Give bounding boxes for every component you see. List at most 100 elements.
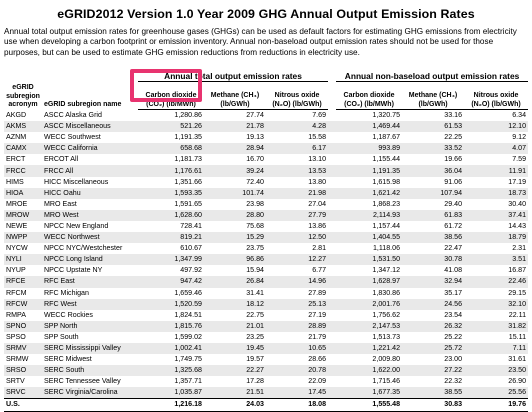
cell-n2o-total: 6.17 bbox=[266, 143, 329, 155]
cell-ch4-total: 39.24 bbox=[204, 165, 266, 177]
cell-n2o-nonbaseload: 6.34 bbox=[512, 111, 527, 120]
cell-co2-nonbaseload: 1,191.35 bbox=[336, 165, 403, 177]
cell-subregion-name: RFC East bbox=[42, 276, 138, 288]
cell-ch4-total: 18.12 bbox=[204, 298, 266, 310]
table-row: SRSO SERC South 1,325.68 22.27 20.78 1,622.00… bbox=[4, 365, 529, 377]
cell-ch4-total: 75.68 bbox=[246, 221, 264, 230]
cell-co2-nonbaseload: 2,009.80 bbox=[372, 355, 401, 364]
table-row: CAMX WECC California 658.68 28.94 6.17 993.89… bbox=[4, 143, 529, 155]
table-row: RMPA WECC Rockies 1,824.51 22.75 27.19 1,756.… bbox=[4, 310, 528, 321]
cell-subregion-name: NPCC Upstate NY bbox=[44, 266, 103, 275]
table-row: NEWE NPCC New England 728.41 75.68 13.86 1,15… bbox=[4, 221, 528, 232]
table-row: SRVC SERC Virginia/Carolina 1,035.87 21.51 1… bbox=[4, 387, 529, 399]
cell-acronym: SRTV bbox=[6, 377, 25, 386]
cell-n2o-total: 6.77 bbox=[312, 266, 327, 275]
cell-co2-nonbaseload: 1,531.50 bbox=[336, 254, 403, 266]
cell-co2-nonbaseload: 1,830.86 bbox=[372, 288, 401, 297]
cell-ch4-nonbaseload: 26.32 bbox=[402, 320, 465, 332]
cell-co2-nonbaseload: 2,001.76 bbox=[336, 298, 403, 310]
cell-n2o-total: 27.04 bbox=[308, 199, 327, 208]
cell-co2-nonbaseload: 1,868.23 bbox=[372, 199, 401, 208]
cell-n2o-nonbaseload: 22.11 bbox=[508, 310, 527, 319]
cell-n2o-nonbaseload: 16.87 bbox=[508, 266, 527, 275]
cell-co2-nonbaseload: 2,114.93 bbox=[336, 209, 403, 221]
header-co2-total: Carbon dioxide (CO₂) (lb/MWh) bbox=[138, 81, 204, 110]
cell-co2-nonbaseload: 1,404.55 bbox=[336, 232, 403, 244]
table-row: HIMS HICC Miscellaneous 1,351.66 72.40 13.80… bbox=[4, 177, 528, 188]
cell-n2o-nonbaseload: 25.56 bbox=[464, 387, 529, 399]
cell-n2o-total: 21.98 bbox=[266, 187, 329, 199]
cell-n2o-total: 28.89 bbox=[266, 320, 329, 332]
cell-ch4-total: 28.94 bbox=[204, 143, 266, 155]
cell-co2-nonbaseload: 1,622.00 bbox=[336, 365, 403, 377]
cell-n2o-nonbaseload: 31.82 bbox=[464, 320, 529, 332]
cell-ch4-total: 17.28 bbox=[246, 377, 264, 386]
cell-ch4-total: 101.74 bbox=[204, 187, 266, 199]
cell-ch4-total: 28.80 bbox=[204, 209, 266, 221]
cell-n2o-total: 4.28 bbox=[266, 121, 329, 133]
cell-n2o-total: 13.80 bbox=[308, 177, 327, 186]
cell-subregion-name: NPCC New England bbox=[44, 221, 109, 230]
cell-co2-nonbaseload: 1,715.46 bbox=[372, 377, 401, 386]
cell-n2o-total: 18.08 bbox=[266, 398, 329, 412]
cell-ch4-total: 31.41 bbox=[246, 288, 264, 297]
cell-ch4-total: 23.98 bbox=[246, 199, 264, 208]
cell-ch4-total: 16.70 bbox=[246, 155, 264, 164]
cell-n2o-total: 12.27 bbox=[266, 254, 329, 266]
cell-n2o-nonbaseload: 9.12 bbox=[512, 133, 527, 142]
cell-co2-nonbaseload: 1,513.73 bbox=[372, 332, 401, 341]
cell-co2-nonbaseload: 1,555.48 bbox=[336, 398, 403, 412]
cell-ch4-nonbaseload: 33.52 bbox=[402, 143, 465, 155]
cell-co2-total: 1,351.66 bbox=[174, 177, 202, 186]
cell-ch4-total: 23.75 bbox=[246, 244, 264, 253]
cell-co2-total: 1,815.76 bbox=[138, 320, 204, 332]
cell-co2-total: 1,749.75 bbox=[174, 355, 202, 364]
page: eGRID2012 Version 1.0 Year 2009 GHG Annu… bbox=[4, 7, 529, 412]
cell-subregion-name: ASCC Alaska Grid bbox=[44, 110, 102, 119]
cell-ch4-nonbaseload: 41.08 bbox=[444, 266, 463, 275]
cell-acronym: HIMS bbox=[6, 177, 24, 186]
header-co2-nonbaseload: Carbon dioxide (CO₂) (lb/MWh) bbox=[336, 81, 403, 110]
cell-subregion-name: MRO West bbox=[42, 209, 138, 221]
table-row: MROW MRO West 1,628.60 28.80 27.79 2,114.93 61… bbox=[4, 209, 529, 221]
cell-co2-nonbaseload: 1,187.67 bbox=[372, 133, 401, 142]
cell-n2o-total: 27.79 bbox=[266, 209, 329, 221]
table-row: AKMS ASCC Miscellaneous 521.26 21.78 4.28 1,4… bbox=[4, 121, 529, 133]
table-row: RFCE RFC East 947.42 26.84 14.96 1,628.97 32.9… bbox=[4, 276, 529, 288]
cell-subregion-name: SPP South bbox=[44, 332, 79, 341]
table-row: SRTV SERC Tennessee Valley 1,357.71 17.28 22… bbox=[4, 376, 528, 387]
cell-ch4-total: 19.57 bbox=[246, 355, 264, 364]
table-row: HIOA HICC Oahu 1,593.35 101.74 21.98 1,621.42… bbox=[4, 187, 529, 199]
cell-n2o-nonbaseload: 15.11 bbox=[508, 332, 527, 341]
cell-co2-total: 1,520.59 bbox=[138, 298, 204, 310]
cell-n2o-total: 10.65 bbox=[266, 342, 329, 355]
cell-ch4-nonbaseload: 33.16 bbox=[444, 111, 463, 120]
cell-ch4-nonbaseload: 22.47 bbox=[444, 244, 463, 253]
cell-subregion-name: SERC Virginia/Carolina bbox=[42, 387, 138, 399]
cell-acronym: SRMW bbox=[6, 355, 29, 364]
cell-n2o-nonbaseload: 26.90 bbox=[508, 377, 527, 386]
table-row: RFCM RFC Michigan 1,659.46 31.41 27.89 1,830.… bbox=[4, 288, 528, 299]
cell-ch4-nonbaseload: 30.78 bbox=[402, 254, 465, 266]
cell-acronym: MROW bbox=[4, 209, 42, 221]
header-group-total: Annual total output emission rates bbox=[138, 70, 329, 82]
cell-ch4-nonbaseload: 23.54 bbox=[444, 310, 463, 319]
cell-co2-total: 658.68 bbox=[138, 143, 204, 155]
cell-subregion-name: WECC Southwest bbox=[44, 133, 101, 142]
cell-ch4-nonbaseload: 22.32 bbox=[444, 377, 463, 386]
cell-n2o-total: 27.89 bbox=[308, 288, 327, 297]
cell-ch4-nonbaseload: 35.17 bbox=[444, 288, 463, 297]
cell-co2-nonbaseload: 2,147.53 bbox=[336, 320, 403, 332]
cell-ch4-nonbaseload: 25.22 bbox=[444, 332, 463, 341]
cell-ch4-nonbaseload: 24.56 bbox=[402, 298, 465, 310]
cell-n2o-nonbaseload: 30.40 bbox=[508, 199, 527, 208]
cell-co2-nonbaseload: 1,320.75 bbox=[372, 111, 401, 120]
cell-acronym: SPSO bbox=[6, 332, 26, 341]
cell-n2o-total: 2.81 bbox=[312, 244, 327, 253]
header-group-nonbaseload: Annual non-baseload output emission rate… bbox=[336, 70, 529, 82]
cell-ch4-nonbaseload: 19.66 bbox=[444, 155, 463, 164]
cell-n2o-nonbaseload: 23.50 bbox=[464, 365, 529, 377]
table-row: AKGD ASCC Alaska Grid 1,280.86 27.74 7.69 1,3… bbox=[4, 110, 528, 122]
header-acronym: eGRID subregion acronym bbox=[6, 84, 40, 109]
cell-n2o-nonbaseload: 14.43 bbox=[508, 221, 527, 230]
